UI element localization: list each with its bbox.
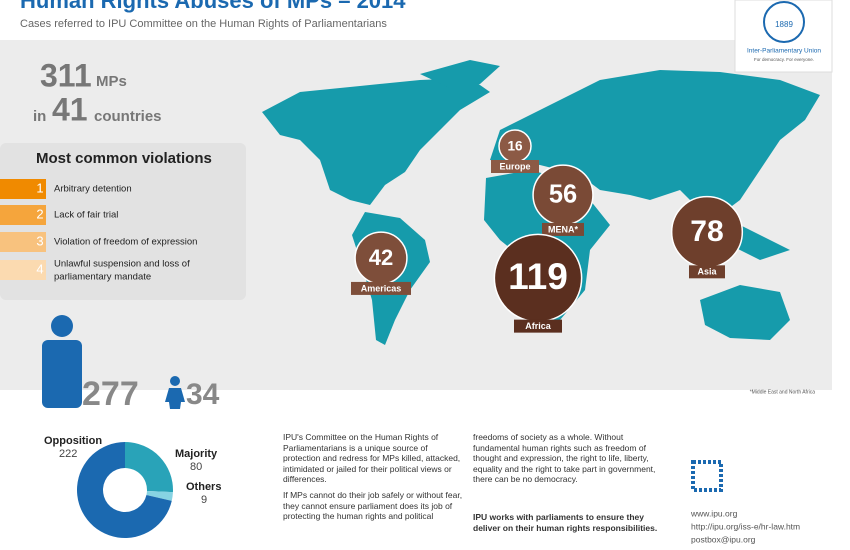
rank: 2 — [36, 206, 43, 221]
region-name: Americas — [361, 283, 402, 293]
contact: http://ipu.org/iss-e/hr-law.htm — [691, 521, 800, 531]
total-mps: 311 — [40, 57, 92, 93]
logo-year: 1889 — [775, 20, 793, 29]
contact: www.ipu.org — [690, 508, 738, 518]
region-value: 42 — [369, 245, 394, 270]
donut-slice — [76, 442, 172, 539]
man-icon — [42, 315, 82, 408]
title: Human Rights Abuses of MPs – 2014 — [20, 0, 406, 13]
region-tag — [689, 265, 725, 279]
donut-label: Majority — [175, 448, 218, 460]
logo-tagline: For democracy. For everyone. — [754, 57, 814, 62]
body-text: IPU's Committee on the Human Rights of P… — [283, 432, 461, 484]
men-count: 277 — [82, 375, 139, 413]
qr-code — [691, 460, 723, 492]
head — [170, 376, 180, 386]
rank: 3 — [36, 233, 43, 248]
rank-bar — [0, 179, 46, 199]
logo-box — [734, 0, 833, 73]
region-value: 119 — [508, 255, 568, 297]
region-value: 78 — [690, 215, 723, 248]
body-text: IPU works with parliaments to ensure the… — [473, 512, 658, 533]
logo-ring — [763, 1, 805, 43]
body-text: If MPs cannot do their job safely or wit… — [283, 490, 463, 521]
subtitle: Cases referred to IPU Committee on the H… — [20, 18, 387, 30]
body — [42, 340, 82, 408]
violation-label: Lack of fair trial — [54, 210, 118, 221]
rank-bar — [0, 260, 46, 280]
donut-label: Others — [186, 481, 221, 493]
donut-value: 80 — [190, 461, 202, 473]
violation-label: Violation of freedom of expression — [54, 237, 197, 248]
violation-label: Arbitrary detention — [54, 184, 132, 195]
region-tag — [491, 160, 539, 173]
violation-label: parliamentary mandate — [54, 272, 151, 283]
body-text: freedoms of society as a whole. Without … — [473, 432, 656, 484]
women-count: 34 — [186, 378, 220, 411]
total-countries: 41 — [52, 91, 88, 127]
logo-name: Inter-Parliamentary Union — [747, 48, 821, 55]
donut-value: 9 — [201, 494, 207, 506]
mps-label: MPs — [96, 73, 127, 90]
footnote: *Middle East and North Africa — [750, 389, 816, 395]
rank-bar — [0, 232, 46, 252]
donut-slice — [146, 490, 173, 501]
body — [165, 388, 185, 409]
region-name: Asia — [697, 267, 717, 277]
head — [51, 315, 73, 337]
region-value: 56 — [549, 181, 577, 209]
region-name: Europe — [499, 161, 530, 171]
region-tag — [542, 222, 584, 236]
in-label: in — [33, 108, 46, 125]
donut-value: 222 — [59, 448, 77, 460]
violations-title: Most common violations — [36, 150, 212, 167]
region-name: Africa — [525, 321, 552, 331]
region-tag — [514, 319, 562, 333]
countries-label: countries — [94, 108, 162, 125]
rank-bar — [0, 205, 46, 225]
rank: 4 — [36, 261, 43, 276]
violation-label: Unlawful suspension and loss of — [54, 259, 190, 270]
donut-slice — [125, 442, 173, 493]
region-tag — [351, 281, 411, 295]
rank: 1 — [36, 180, 43, 195]
region-value: 16 — [507, 139, 523, 154]
region-name: MENA* — [548, 224, 578, 234]
contact: postbox@ipu.org — [691, 534, 756, 544]
woman-icon — [165, 376, 185, 409]
violations-panel — [0, 143, 246, 300]
donut-label: Opposition — [44, 435, 102, 447]
